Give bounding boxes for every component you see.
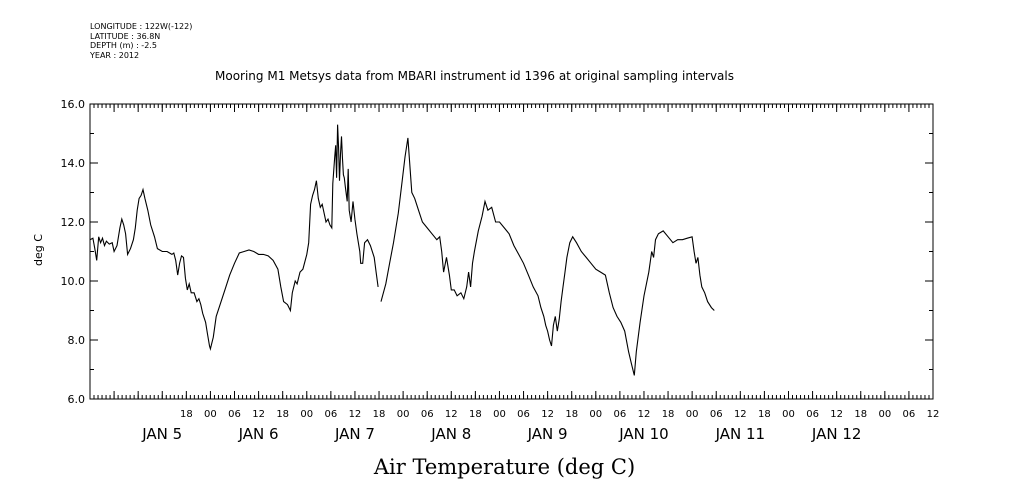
x-tick-label: 06	[517, 409, 530, 420]
date-label: JAN 5	[141, 425, 182, 443]
x-tick-label: 12	[638, 409, 651, 420]
date-label: JAN 8	[430, 425, 471, 443]
x-tick-label: 12	[734, 409, 747, 420]
x-tick-label: 18	[180, 409, 193, 420]
x-tick-label: 18	[758, 409, 771, 420]
series-layer	[89, 124, 715, 376]
chart-axes	[89, 103, 934, 400]
x-tick-label: 12	[349, 409, 362, 420]
x-tick-label: 18	[662, 409, 675, 420]
date-label: JAN 6	[238, 425, 279, 443]
series-line	[380, 137, 715, 376]
x-tick-label: 00	[300, 409, 313, 420]
x-tick-label: 12	[830, 409, 843, 420]
x-tick-label: 00	[204, 409, 217, 420]
y-tick-label: 12.0	[61, 216, 86, 229]
x-tick-label: 00	[686, 409, 699, 420]
longitude-label: LONGITUDE : 122W(-122)	[90, 22, 193, 31]
x-tick-label: 18	[469, 409, 482, 420]
chart-title: Mooring M1 Metsys data from MBARI instru…	[215, 69, 734, 83]
axis-tick-labels: 6.0 8.0 10.0 12.0 14.0 16.0 18 00 06 12 18 00 06 12 18…	[61, 98, 940, 443]
y-tick-label: 10.0	[61, 275, 86, 288]
x-tick-label: 06	[324, 409, 337, 420]
latitude-label: LATITUDE : 36.8N	[90, 31, 161, 41]
x-tick-label: 12	[445, 409, 458, 420]
x-tick-label: 06	[903, 409, 916, 420]
metadata-block: LONGITUDE : 122W(-122) LATITUDE : 36.8N …	[90, 22, 192, 60]
x-tick-label: 12	[541, 409, 554, 420]
x-tick-label: 18	[565, 409, 578, 420]
date-label: JAN 11	[715, 425, 766, 443]
axis-ticks	[89, 103, 934, 400]
x-tick-label: 00	[397, 409, 410, 420]
y-tick-label: 14.0	[61, 157, 86, 170]
depth-label: DEPTH (m) : -2.5	[90, 41, 157, 50]
date-label: JAN 7	[334, 425, 375, 443]
x-tick-label: 06	[806, 409, 819, 420]
date-label: JAN 9	[527, 425, 568, 443]
date-label: JAN 12	[811, 425, 862, 443]
year-label: YEAR : 2012	[90, 50, 140, 60]
date-label: JAN 10	[618, 425, 669, 443]
x-tick-label: 00	[589, 409, 602, 420]
x-tick-label: 00	[493, 409, 506, 420]
y-tick-label: 16.0	[61, 98, 86, 111]
x-tick-label: 12	[927, 409, 940, 420]
x-tick-label: 06	[710, 409, 723, 420]
x-tick-label: 06	[421, 409, 434, 420]
x-tick-label: 06	[228, 409, 241, 420]
y-tick-label: 6.0	[68, 393, 86, 406]
x-tick-label: 00	[782, 409, 795, 420]
x-tick-label: 12	[252, 409, 265, 420]
y-axis-label: deg C	[32, 234, 45, 266]
plot-frame	[89, 103, 934, 400]
x-tick-label: 06	[614, 409, 627, 420]
x-tick-label: 00	[878, 409, 891, 420]
x-tick-label: 18	[854, 409, 867, 420]
x-tick-label: 18	[373, 409, 386, 420]
x-tick-label: 18	[276, 409, 289, 420]
series-line	[89, 124, 379, 351]
x-axis-title: Air Temperature (deg C)	[373, 455, 636, 479]
y-tick-label: 8.0	[68, 334, 86, 347]
